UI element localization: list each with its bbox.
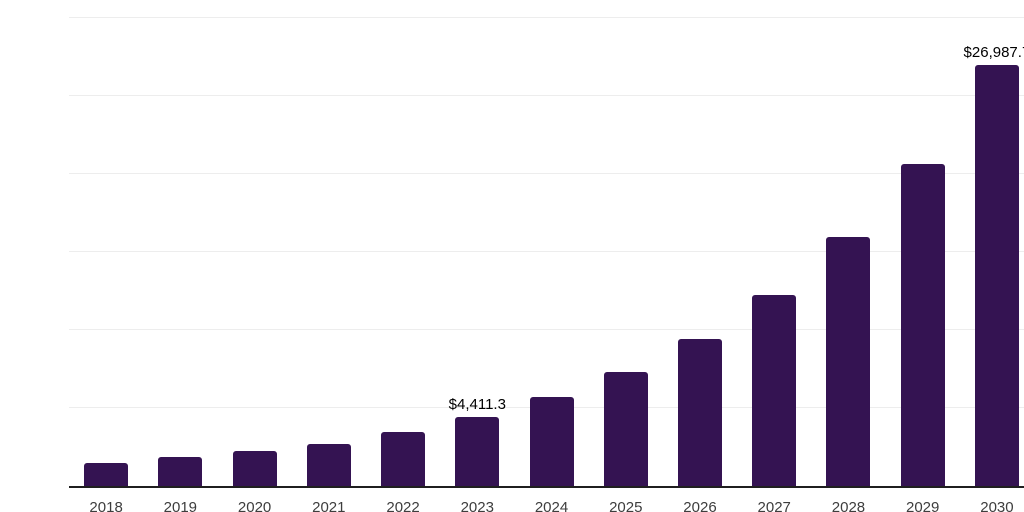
bar-cell-2025	[589, 18, 663, 486]
bar-cell-2020	[217, 18, 291, 486]
gridline-25000	[69, 95, 1024, 96]
bar-2025	[603, 372, 648, 486]
x-label-2027: 2027	[757, 499, 791, 512]
bar-2029	[900, 163, 945, 486]
bar-chart: $4,411.3 $26,987.7 2018 2019 2020 2021 2022 20…	[40, 16, 1024, 512]
bar-2020	[232, 450, 277, 486]
bars-row: $4,411.3 $26,987.7	[69, 18, 1024, 486]
x-label-2025: 2025	[609, 499, 643, 512]
plot-area: $4,411.3 $26,987.7	[69, 17, 1024, 488]
bar-cell-2019	[143, 18, 217, 486]
bar-cell-2028	[811, 18, 885, 486]
bar-2028	[826, 237, 871, 486]
bar-2019	[158, 457, 203, 486]
bar-cell-2027	[737, 18, 811, 486]
bar-2022	[381, 431, 426, 486]
bar-cell-2024	[514, 18, 588, 486]
x-label-2020: 2020	[237, 499, 272, 512]
bar-cell-2021	[292, 18, 366, 486]
x-label-2030: 2030	[980, 499, 1014, 512]
gridline-15000	[69, 251, 1024, 252]
bar-2026	[677, 339, 722, 486]
gridline-20000	[69, 173, 1024, 175]
x-label-2026: 2026	[683, 499, 717, 512]
gridline-10000	[69, 329, 1024, 331]
x-label-2018: 2018	[89, 499, 123, 512]
bar-2024	[529, 396, 574, 486]
bar-cell-2022	[366, 18, 440, 486]
bar-cell-2018	[69, 18, 143, 486]
bar-2021	[306, 444, 351, 486]
bar-cell-2023: $4,411.3	[440, 18, 514, 486]
x-label-2023: 2023	[460, 499, 494, 512]
x-label-2024: 2024	[534, 499, 569, 512]
bar-cell-2030: $26,987.7	[960, 18, 1024, 486]
bar-2030	[974, 65, 1019, 486]
bar-cell-2029	[886, 18, 960, 486]
bar-2023	[455, 417, 500, 486]
bar-cell-2026	[663, 18, 737, 486]
bar-2027	[752, 294, 797, 486]
value-label-2030: $26,987.7	[963, 44, 1024, 61]
bar-2018	[84, 463, 129, 486]
x-label-2028: 2028	[831, 499, 866, 512]
value-label-2023: $4,411.3	[448, 396, 506, 414]
gridline-30000	[69, 17, 1024, 18]
x-axis-labels: 2018 2019 2020 2021 2022 2023 2024 2025 2026 2027…	[69, 499, 1024, 512]
x-label-2029: 2029	[906, 499, 940, 512]
x-label-2019: 2019	[163, 499, 198, 512]
x-label-2022: 2022	[386, 499, 420, 512]
x-label-2021: 2021	[312, 499, 346, 512]
